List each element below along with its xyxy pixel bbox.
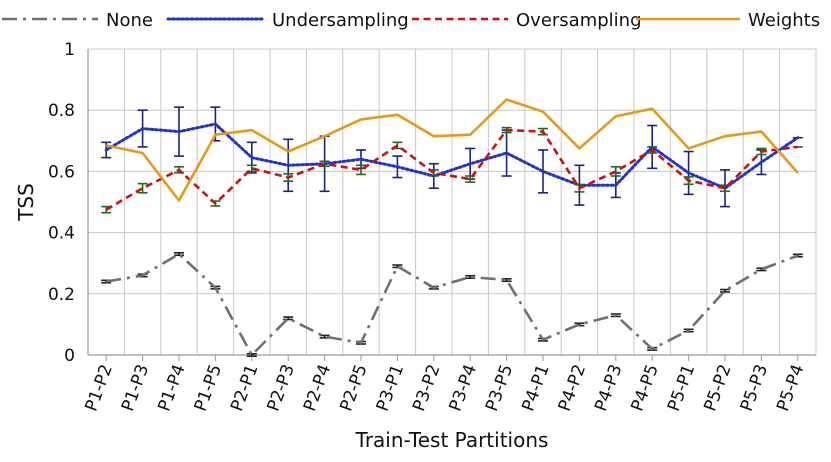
x-tick-label: P3-P5 [482,362,517,414]
series-line [105,128,798,211]
y-tick-label: 0.8 [48,101,75,121]
error-bar [137,182,148,194]
plot-frame [87,49,816,356]
x-tick-label: P4-P3 [591,362,626,414]
series-weights [105,98,799,202]
x-tick-label: P3-P1 [373,362,408,414]
x-tick-label: P5-P4 [773,362,808,414]
y-tick-label: 0.4 [48,224,75,244]
x-tick-label: P4-P1 [518,362,553,414]
legend-item-oversampling: Oversampling [412,10,642,31]
x-tick-label: P4-P5 [628,362,663,414]
legend: None Undersampling Oversampling Weights [2,10,820,31]
y-tick-label: 0.2 [48,285,75,305]
x-tick-label: P2-P3 [264,362,299,414]
series-undersampling [101,106,803,208]
error-bar [246,352,257,358]
x-tick-label: P4-P2 [555,362,590,414]
legend-item-none: None [2,10,153,31]
legend-label: Weights [748,10,820,31]
error-bar [720,288,730,293]
series-line [105,98,799,202]
series-line [104,122,800,190]
x-tick-label: P2-P1 [227,362,262,414]
y-axis-ticks: 0 0.2 0.4 0.6 0.8 1 [48,40,75,366]
legend-label: None [106,10,153,31]
legend-item-weights: Weights [636,10,820,31]
x-tick-label: P1-P4 [154,362,189,414]
error-bar [356,164,366,176]
x-tick-label: P3-P2 [409,362,444,414]
x-tick-label: P1-P5 [191,362,226,414]
series-none [101,251,803,358]
series-layer [101,98,803,358]
series-oversampling [101,126,803,214]
y-tick-label: 0 [64,346,75,366]
x-axis-ticks: P1-P2 P1-P3 P1-P4 P1-P5 P2-P1 P2-P3 P2-P4 P2-P5… [82,355,808,414]
x-tick-label: P1-P2 [82,362,117,414]
legend-label: Oversampling [516,10,642,31]
series-line [105,252,799,357]
x-tick-label: P5-P2 [700,362,735,414]
error-bar [174,251,184,257]
x-tick-label: P2-P4 [300,362,335,414]
gridlines [87,48,817,356]
x-tick-label: P2-P5 [336,362,371,414]
y-tick-label: 1 [64,40,75,60]
error-bar [283,316,294,321]
y-axis-label: TSS [14,183,38,222]
legend-item-undersampling: Undersampling [166,10,409,31]
x-tick-label: P3-P4 [446,362,481,414]
x-tick-label: P5-P1 [664,362,699,414]
x-axis-label: Train-Test Partitions [355,428,549,452]
x-tick-label: P5-P3 [737,362,772,414]
y-tick-label: 0.6 [48,162,75,182]
x-tick-label: P1-P3 [118,362,153,414]
legend-label: Undersampling [272,10,409,31]
